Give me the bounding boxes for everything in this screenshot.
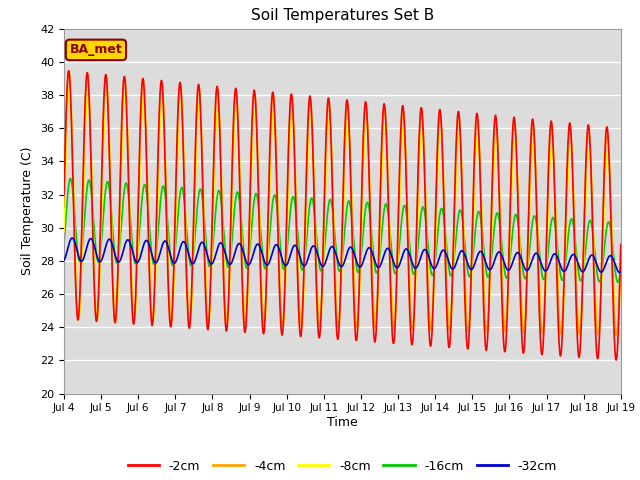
-32cm bbox=[171, 260, 179, 266]
-2cm bbox=[612, 357, 620, 363]
-2cm bbox=[65, 68, 72, 73]
-32cm bbox=[68, 235, 76, 241]
-8cm bbox=[429, 309, 437, 314]
-4cm bbox=[617, 243, 625, 249]
-32cm bbox=[60, 257, 68, 263]
-16cm bbox=[60, 240, 68, 246]
-2cm bbox=[502, 341, 509, 347]
-32cm bbox=[617, 269, 625, 275]
-32cm bbox=[184, 250, 192, 256]
-8cm bbox=[60, 229, 68, 235]
-32cm bbox=[551, 251, 559, 257]
Line: -8cm: -8cm bbox=[64, 87, 621, 336]
-8cm bbox=[171, 260, 179, 266]
-2cm bbox=[171, 230, 179, 236]
-4cm bbox=[429, 297, 437, 302]
Text: BA_met: BA_met bbox=[70, 43, 122, 56]
-8cm bbox=[246, 208, 254, 214]
-2cm bbox=[617, 241, 625, 247]
-32cm bbox=[246, 260, 254, 265]
X-axis label: Time: Time bbox=[327, 416, 358, 429]
-32cm bbox=[429, 265, 437, 271]
-4cm bbox=[60, 204, 68, 210]
Legend: -2cm, -4cm, -8cm, -16cm, -32cm: -2cm, -4cm, -8cm, -16cm, -32cm bbox=[123, 455, 562, 478]
-8cm bbox=[551, 189, 559, 195]
-32cm bbox=[616, 270, 623, 276]
-4cm bbox=[171, 240, 179, 245]
-16cm bbox=[614, 279, 622, 285]
-4cm bbox=[65, 68, 73, 74]
-8cm bbox=[617, 264, 625, 270]
-8cm bbox=[184, 300, 192, 305]
-2cm bbox=[429, 301, 437, 307]
Y-axis label: Soil Temperature (C): Soil Temperature (C) bbox=[22, 147, 35, 276]
-32cm bbox=[502, 264, 509, 270]
-2cm bbox=[246, 172, 254, 178]
-16cm bbox=[551, 222, 559, 228]
-16cm bbox=[246, 239, 254, 244]
Line: -4cm: -4cm bbox=[64, 71, 621, 336]
Line: -32cm: -32cm bbox=[64, 238, 621, 273]
-8cm bbox=[65, 84, 73, 90]
-16cm bbox=[184, 246, 192, 252]
-8cm bbox=[613, 333, 621, 338]
-16cm bbox=[429, 271, 437, 277]
-2cm bbox=[551, 204, 559, 209]
-8cm bbox=[502, 329, 509, 335]
-4cm bbox=[612, 333, 620, 338]
-4cm bbox=[551, 191, 559, 196]
Title: Soil Temperatures Set B: Soil Temperatures Set B bbox=[251, 9, 434, 24]
-4cm bbox=[184, 307, 192, 313]
-2cm bbox=[60, 192, 68, 197]
-16cm bbox=[617, 266, 625, 272]
-4cm bbox=[246, 182, 254, 188]
Line: -16cm: -16cm bbox=[64, 179, 621, 282]
Line: -2cm: -2cm bbox=[64, 71, 621, 360]
-2cm bbox=[184, 317, 192, 323]
-16cm bbox=[67, 176, 74, 181]
-4cm bbox=[502, 325, 509, 331]
-16cm bbox=[171, 252, 179, 258]
-16cm bbox=[502, 274, 509, 280]
